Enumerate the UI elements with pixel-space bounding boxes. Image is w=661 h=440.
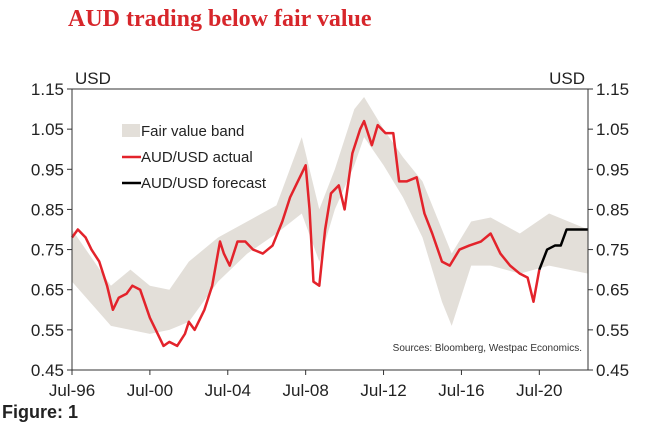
y-tick-label-left: 0.95 — [31, 160, 64, 179]
y-tick-label-right: 0.75 — [596, 241, 629, 260]
source-note: Sources: Bloomberg, Westpac Economics. — [393, 343, 582, 354]
y-tick-label-left: 0.85 — [31, 200, 64, 219]
y-tick-label-right: 1.05 — [596, 120, 629, 139]
y-tick-label-left: 1.15 — [31, 80, 64, 99]
y-tick-label-left: 0.75 — [31, 241, 64, 260]
chart-title: AUD trading below fair value — [68, 6, 372, 32]
y-tick-label-right: 0.95 — [596, 160, 629, 179]
x-tick-label: Jul-20 — [516, 381, 562, 400]
x-tick-label: Jul-08 — [283, 381, 329, 400]
y-tick-label-right: 0.65 — [596, 281, 629, 300]
chart: 1.15 1.15 1.05 1.05 0.95 0.95 0.85 0.85 0.75 0.75… — [31, 69, 629, 400]
fair-value-band — [72, 97, 588, 334]
x-tick-label: Jul-16 — [438, 381, 484, 400]
y-tick-label-left: 0.55 — [31, 321, 64, 340]
plot-frame — [71, 88, 589, 371]
actual-line — [70, 119, 541, 348]
y-tick-label-left: 1.05 — [31, 120, 64, 139]
forecast-line — [538, 228, 588, 271]
y-tick-label-right: 0.85 — [596, 200, 629, 219]
x-tick-label: Jul-00 — [127, 381, 173, 400]
legend-label-forecast: AUD/USD forecast — [141, 175, 267, 192]
x-tick-label: Jul-04 — [205, 381, 251, 400]
x-tick-label: Jul-12 — [360, 381, 406, 400]
y-tick-label-left: 0.45 — [31, 361, 64, 380]
legend-label-actual: AUD/USD actual — [141, 149, 253, 166]
y-tick-label-right: 0.45 — [596, 361, 629, 380]
y-tick-label-right: 0.55 — [596, 321, 629, 340]
legend-swatch-band — [122, 124, 140, 137]
figure-label: Figure: 1 — [2, 402, 79, 422]
legend-label-band: Fair value band — [141, 123, 244, 140]
y-axis-label-right: USD — [549, 69, 585, 88]
x-tick-label: Jul-96 — [49, 381, 95, 400]
y-axis-label-left: USD — [75, 69, 111, 88]
y-tick-label-right: 1.15 — [596, 80, 629, 99]
y-tick-label-left: 0.65 — [31, 281, 64, 300]
